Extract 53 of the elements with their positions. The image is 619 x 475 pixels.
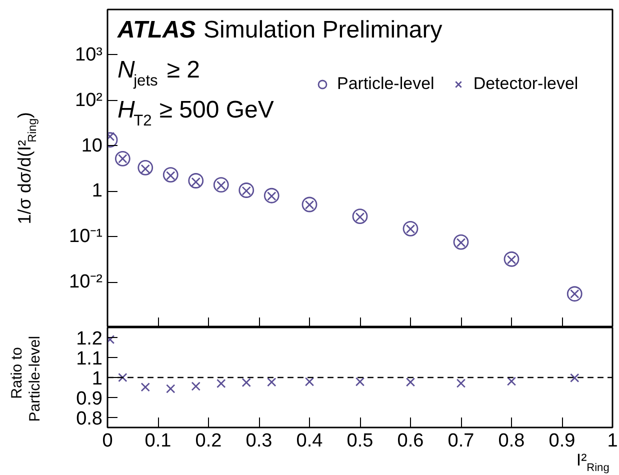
y-tick-label: 1	[92, 180, 103, 202]
y-tick-label: 10	[81, 135, 103, 156]
y-axis-title: Ratio to Particle-level	[8, 336, 44, 422]
y-tick-label: 10³	[75, 44, 103, 66]
point	[402, 220, 418, 236]
x-tick-label: 0.2	[195, 430, 222, 452]
annotation: ATLAS Simulation Preliminary	[116, 16, 442, 44]
x-tick-label: 0.3	[246, 430, 272, 452]
point	[191, 382, 200, 391]
y-axis-title: 1/σ dσ/d(I²Ring)	[14, 112, 39, 224]
point	[242, 378, 251, 388]
point	[570, 373, 580, 382]
y-tick-label: 1	[92, 368, 103, 390]
point	[304, 377, 314, 386]
point	[162, 167, 178, 182]
point	[506, 376, 516, 386]
point	[267, 378, 276, 387]
point	[302, 196, 318, 212]
point	[453, 234, 469, 250]
x-tick-label: 0.9	[548, 430, 576, 452]
point	[504, 251, 520, 267]
point	[118, 372, 128, 382]
point	[238, 182, 254, 198]
x-tick-label: 1	[607, 430, 618, 452]
x-tick-label: 0.5	[346, 430, 374, 452]
point	[138, 160, 154, 176]
point	[456, 378, 466, 388]
legend-label: Detector-level	[473, 74, 578, 94]
point	[355, 377, 365, 386]
legend-label: Particle-level	[337, 74, 434, 94]
y-tick-label: 10²	[75, 90, 103, 111]
point	[264, 188, 280, 204]
point	[140, 382, 150, 392]
y-tick-label: 1.1	[76, 348, 103, 370]
point	[216, 378, 226, 388]
point	[166, 384, 176, 394]
x-tick-label: 0.7	[448, 430, 474, 452]
point	[213, 177, 229, 193]
y-tick-label: 0.9	[76, 388, 103, 410]
x-tick-label: 0.4	[296, 430, 324, 452]
y-tick-label: 10⁻²	[69, 272, 103, 293]
y-tick-label: 10⁻¹	[69, 226, 103, 248]
point	[406, 378, 416, 387]
point	[566, 286, 582, 302]
x-tick-label: 0	[102, 430, 113, 452]
y-tick-label: 0.8	[76, 408, 103, 430]
point	[114, 151, 130, 166]
point	[352, 208, 368, 224]
x-tick-label: 0.8	[498, 430, 525, 452]
x-tick-label: 0.1	[144, 430, 172, 452]
x-tick-label: 0.6	[397, 430, 424, 452]
point	[188, 173, 204, 188]
y-tick-label: 1.2	[76, 328, 103, 350]
